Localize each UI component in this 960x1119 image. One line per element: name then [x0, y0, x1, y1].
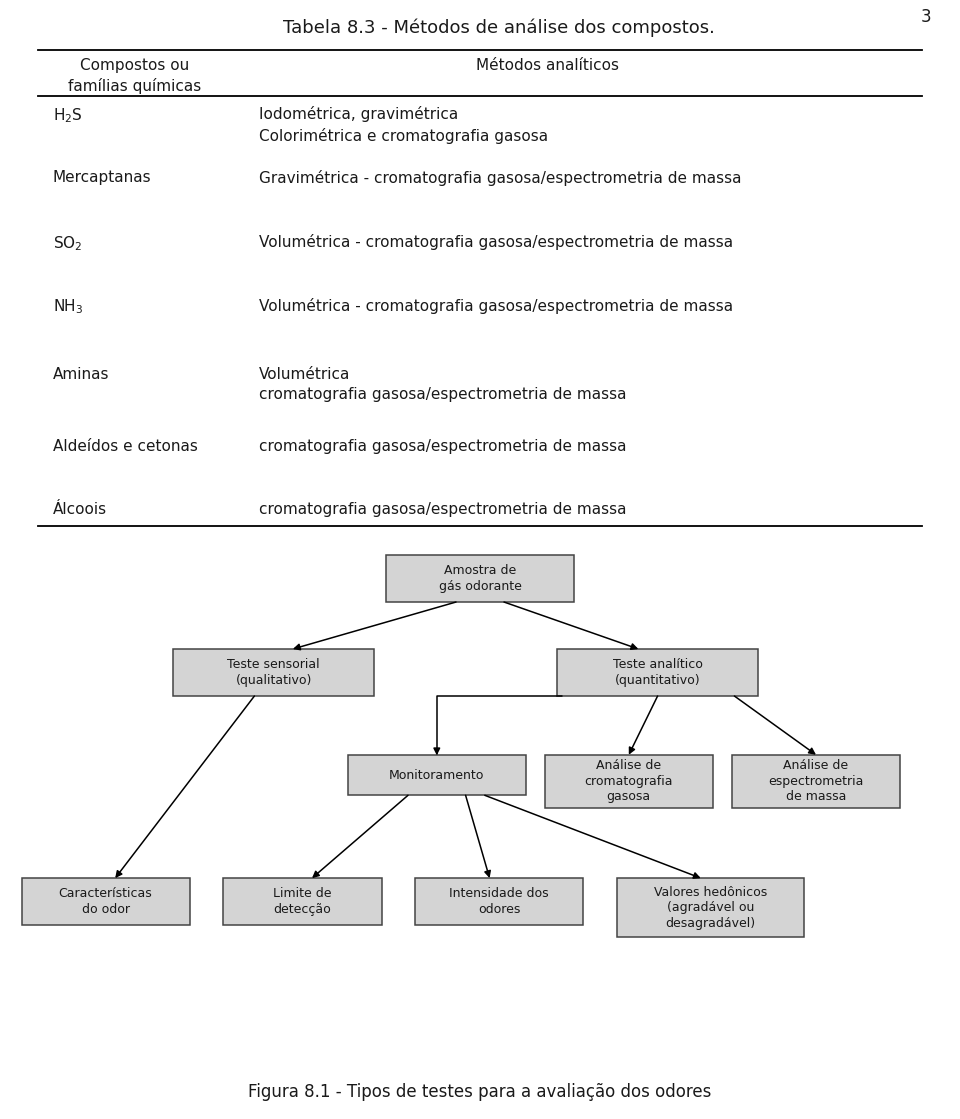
FancyBboxPatch shape	[173, 649, 374, 696]
Text: Compostos ou
famílias químicas: Compostos ou famílias químicas	[68, 58, 201, 94]
Text: Amostra de
gás odorante: Amostra de gás odorante	[439, 564, 521, 593]
FancyBboxPatch shape	[386, 555, 573, 602]
FancyBboxPatch shape	[616, 878, 804, 937]
FancyBboxPatch shape	[223, 878, 381, 925]
Text: Mercaptanas: Mercaptanas	[53, 170, 152, 185]
Text: Características
do odor: Características do odor	[59, 887, 153, 915]
Text: SO$_2$: SO$_2$	[53, 234, 83, 253]
Text: Análise de
cromatografia
gasosa: Análise de cromatografia gasosa	[585, 759, 673, 803]
Text: Aldeídos e cetonas: Aldeídos e cetonas	[53, 439, 198, 453]
Text: Volumétrica - cromatografia gasosa/espectrometria de massa: Volumétrica - cromatografia gasosa/espec…	[259, 298, 733, 313]
Text: Limite de
detecção: Limite de detecção	[274, 887, 331, 915]
FancyBboxPatch shape	[22, 878, 190, 925]
FancyBboxPatch shape	[415, 878, 583, 925]
Text: Figura 8.1 - Tipos de testes para a avaliação dos odores: Figura 8.1 - Tipos de testes para a aval…	[249, 1083, 711, 1101]
Text: cromatografia gasosa/espectrometria de massa: cromatografia gasosa/espectrometria de m…	[259, 439, 627, 453]
Text: 3: 3	[921, 8, 931, 26]
Text: Valores hedônicos
(agradável ou
desagradável): Valores hedônicos (agradável ou desagrad…	[654, 885, 767, 930]
Text: Análise de
espectrometria
de massa: Análise de espectrometria de massa	[768, 759, 864, 803]
Text: Monitoramento: Monitoramento	[389, 769, 485, 782]
FancyBboxPatch shape	[544, 755, 712, 808]
FancyBboxPatch shape	[557, 649, 758, 696]
Text: Iodométrica, gravimétrica
Colorimétrica e cromatografia gasosa: Iodométrica, gravimétrica Colorimétrica …	[259, 106, 548, 143]
Text: Álcoois: Álcoois	[53, 502, 107, 517]
Text: Gravimétrica - cromatografia gasosa/espectrometria de massa: Gravimétrica - cromatografia gasosa/espe…	[259, 170, 742, 186]
Text: H$_2$S: H$_2$S	[53, 106, 83, 125]
Text: Métodos analíticos: Métodos analíticos	[476, 58, 618, 74]
FancyBboxPatch shape	[348, 755, 526, 796]
Text: cromatografia gasosa/espectrometria de massa: cromatografia gasosa/espectrometria de m…	[259, 502, 627, 517]
Text: Tabela 8.3 - Métodos de análise dos compostos.: Tabela 8.3 - Métodos de análise dos comp…	[283, 19, 715, 37]
Text: Volumétrica - cromatografia gasosa/espectrometria de massa: Volumétrica - cromatografia gasosa/espec…	[259, 234, 733, 250]
Text: Teste sensorial
(qualitativo): Teste sensorial (qualitativo)	[228, 658, 320, 687]
Text: Aminas: Aminas	[53, 367, 109, 382]
Text: Intensidade dos
odores: Intensidade dos odores	[449, 887, 549, 915]
FancyBboxPatch shape	[732, 755, 900, 808]
Text: NH$_3$: NH$_3$	[53, 298, 84, 317]
Text: Teste analítico
(quantitativo): Teste analítico (quantitativo)	[612, 658, 703, 687]
Text: Volumétrica
cromatografia gasosa/espectrometria de massa: Volumétrica cromatografia gasosa/espectr…	[259, 367, 627, 402]
